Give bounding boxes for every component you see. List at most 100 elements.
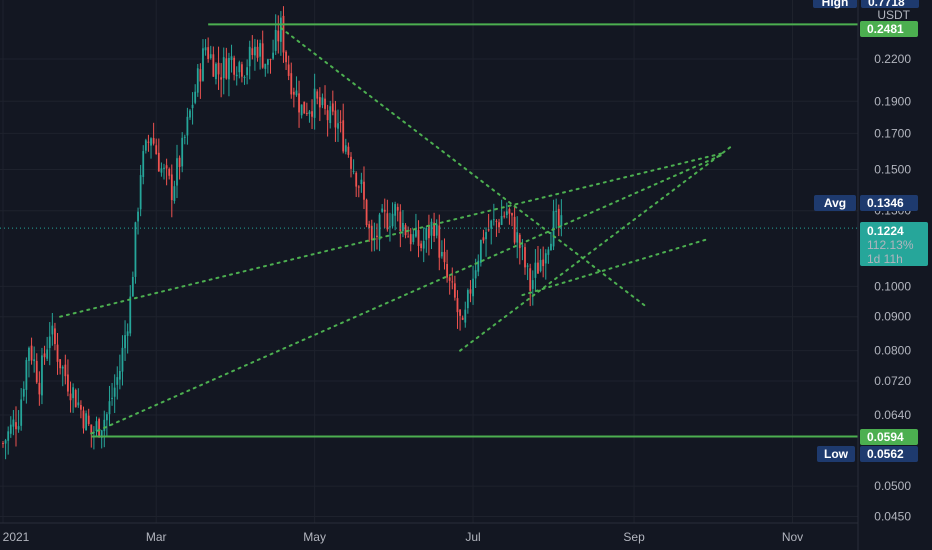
candle-body [163, 167, 165, 169]
candle-body [516, 232, 519, 243]
candle-body [129, 296, 132, 334]
candle-body [453, 283, 456, 298]
candle-body [376, 235, 378, 238]
currency-label: USDT [877, 8, 910, 22]
candle-body [90, 424, 93, 435]
candle-body [459, 309, 461, 316]
candle-body [116, 377, 119, 385]
candle-body [194, 91, 197, 103]
candle-body [152, 137, 155, 144]
candle-body [170, 174, 173, 201]
time-tick-label: Mar [146, 530, 167, 544]
time-tick-label: Jul [465, 530, 480, 544]
candle-body [282, 15, 285, 53]
candle-body [420, 243, 423, 249]
candle-body [30, 345, 33, 361]
candle-body [308, 111, 311, 115]
candle-body [363, 181, 365, 200]
candle-body [417, 230, 420, 246]
candle-body [409, 234, 412, 245]
support-price-value: 0.0594 [867, 430, 904, 444]
candle-body [173, 186, 176, 201]
time-axis[interactable]: 2021 Mar May Jul Sep Nov [3, 530, 804, 544]
candle-body [176, 158, 178, 186]
candle-body [108, 401, 111, 415]
price-tick-label: 0.1900 [874, 94, 911, 108]
high-tag-value: 0.7718 [868, 0, 905, 9]
candle-body [209, 54, 212, 59]
candle-body [7, 431, 10, 441]
price-tick-label: 0.1700 [874, 126, 911, 140]
candle-body [144, 140, 147, 151]
candle-body [360, 179, 363, 185]
candle-body [557, 208, 560, 226]
resistance-price-tag: 0.2481 [860, 21, 918, 37]
candle-body [498, 222, 500, 228]
candle-body [77, 402, 80, 406]
candle-body [300, 104, 303, 116]
candle-body [113, 387, 116, 397]
price-tick-label: 0.0500 [874, 479, 911, 493]
candle-body [233, 57, 236, 75]
candle-body [547, 249, 550, 255]
candle-body [391, 213, 394, 227]
candle-body [15, 422, 17, 430]
candle-body [381, 208, 384, 212]
candle-body [544, 253, 547, 264]
candle-body [150, 138, 152, 146]
candle-body [261, 43, 264, 68]
candle-body [103, 419, 106, 432]
candle-body [555, 210, 558, 212]
candle-body [186, 116, 189, 136]
candle-body [508, 208, 511, 214]
candles [2, 6, 563, 460]
candle-body [279, 17, 282, 42]
horizontal-levels [0, 23, 858, 438]
candle-body [9, 424, 12, 434]
candle-body [287, 64, 290, 76]
candle-body [298, 93, 300, 113]
candle-body [212, 54, 215, 77]
candle-body [225, 58, 228, 79]
candle-body [492, 219, 495, 221]
candle-body [461, 317, 464, 320]
candle-body [155, 145, 158, 155]
current-price-change: 112.13% [867, 238, 914, 252]
candle-body [378, 214, 381, 240]
candle-body [337, 123, 339, 129]
candle-body [430, 221, 433, 236]
candle-body [124, 335, 126, 349]
candle-body [342, 120, 345, 152]
candle-body [352, 170, 355, 172]
candle-body [121, 347, 124, 372]
candle-body [389, 226, 391, 228]
candle-body [472, 278, 474, 297]
candle-body [4, 440, 7, 444]
price-axis[interactable]: 0.22000.19000.17000.15000.13000.10000.09… [874, 52, 911, 523]
candle-body [479, 239, 482, 263]
candle-body [139, 175, 142, 210]
candle-body [305, 113, 308, 115]
candle-body [428, 225, 430, 239]
candle-body [217, 62, 220, 75]
candle-body [357, 186, 360, 188]
candle-body [334, 110, 337, 128]
candle-body [215, 63, 217, 80]
candle-body [331, 103, 334, 112]
candle-body [311, 111, 313, 117]
candle-body [324, 98, 326, 109]
candle-body [178, 157, 181, 167]
candle-body [474, 270, 477, 279]
candle-body [56, 344, 59, 362]
candle-body [482, 237, 485, 241]
candle-body [207, 47, 210, 59]
candle-body [347, 146, 350, 155]
candle-body [500, 215, 503, 225]
currency-tag[interactable]: USDT [866, 8, 916, 22]
candle-body [118, 370, 121, 380]
candle-body [248, 46, 251, 67]
candle-body [199, 69, 202, 82]
candle-body [61, 366, 64, 369]
candle-body [290, 73, 293, 95]
